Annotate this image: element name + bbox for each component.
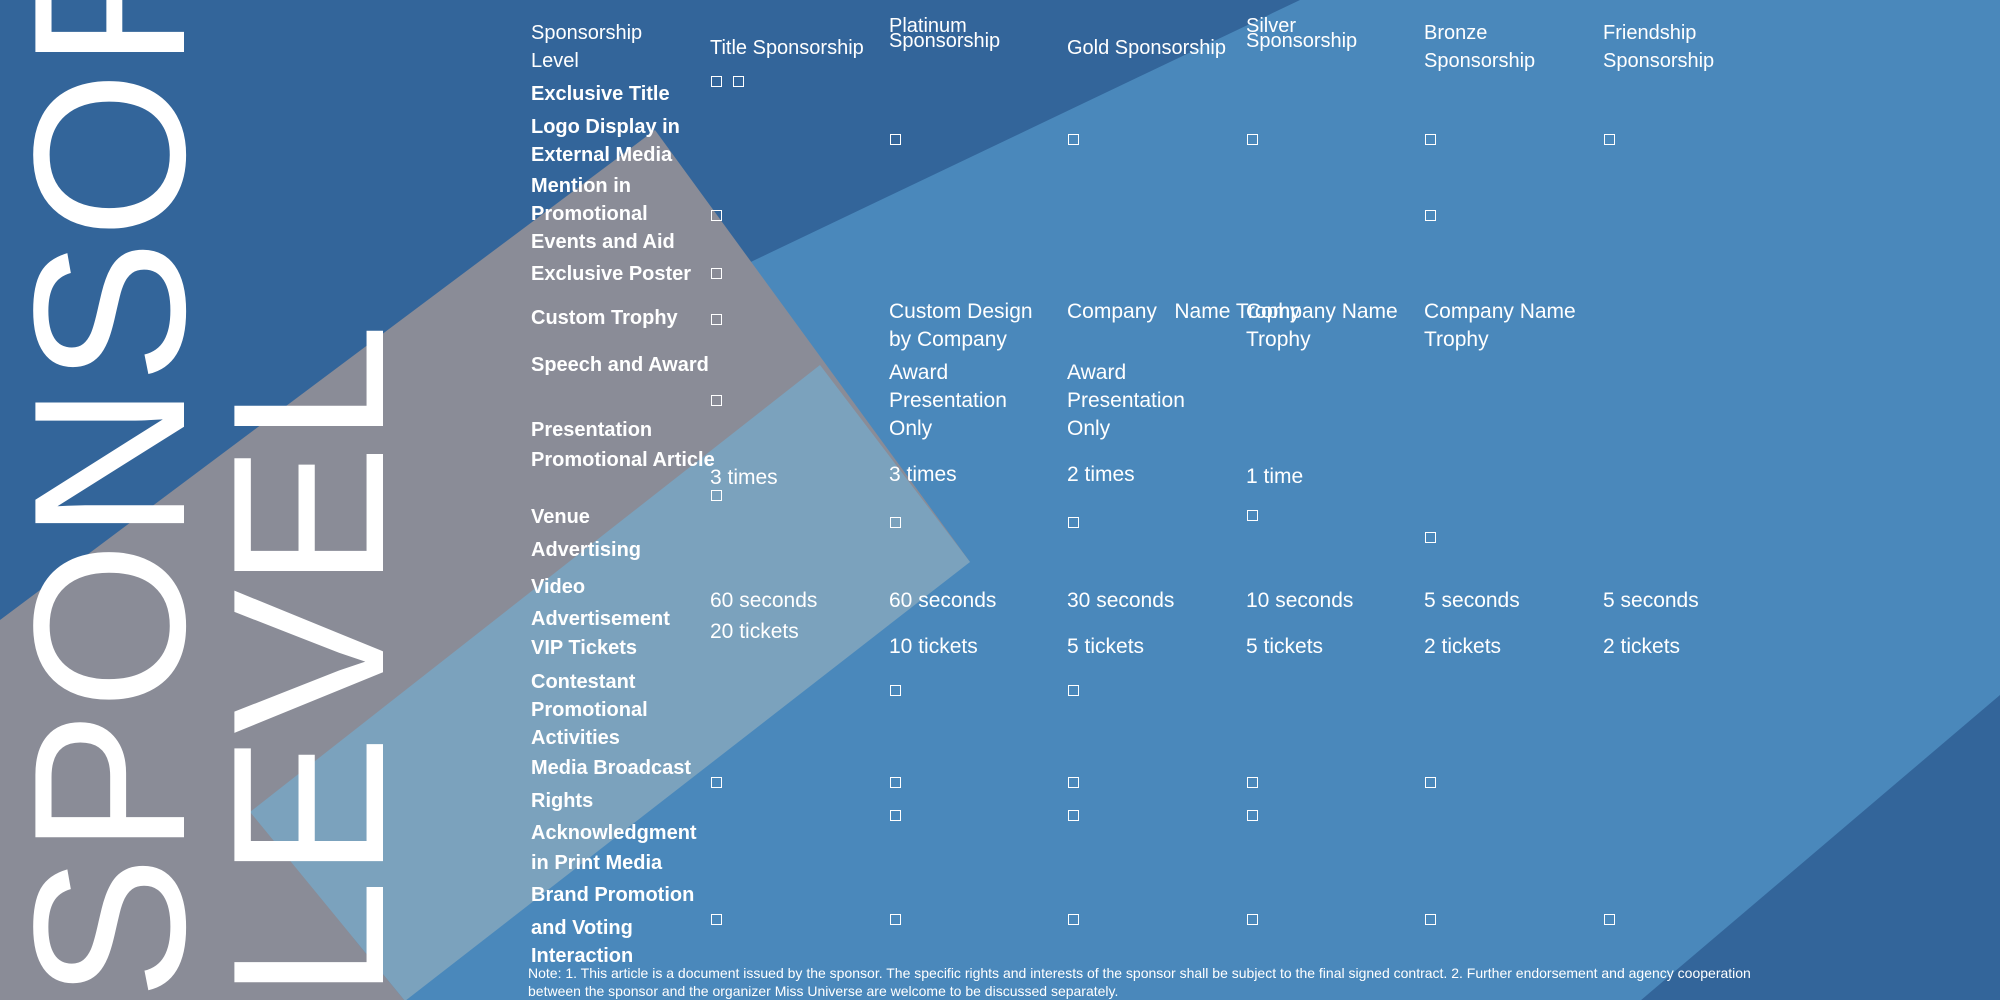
checkbox-article-title	[711, 490, 722, 501]
col-header-silver: Silver Sponsorship	[1246, 15, 1358, 52]
row-label-exclusive-poster: Exclusive Poster	[531, 263, 692, 285]
cell-custom-trophy-bronze: Company Name Trophy	[1424, 300, 1576, 351]
checkbox-media-title	[711, 777, 722, 788]
footnote: Note: 1. This article is a document issu…	[528, 965, 1751, 999]
big-title-level: LEVEL	[187, 322, 429, 1000]
cell-vip-silver: 5 tickets	[1246, 635, 1324, 658]
bg-gray-triangle	[0, 130, 970, 1001]
checkbox-mention-title	[711, 210, 722, 221]
cell-speech-award-platinum: Award Presentation Only	[889, 361, 1007, 440]
cell-custom-trophy-platinum: Custom Design by Company	[889, 300, 1033, 351]
checkbox-venue-bronze	[1425, 532, 1436, 543]
cell-video-gold: 30 seconds	[1067, 589, 1175, 612]
checkbox-venue-gold	[1068, 517, 1079, 528]
checkbox-brand-silver	[1247, 914, 1258, 925]
checkbox-poster-title	[711, 268, 722, 279]
cell-vip-platinum: 10 tickets	[889, 635, 978, 658]
cell-vip-friendship: 2 tickets	[1603, 635, 1681, 658]
checkbox-brand-friendship	[1604, 914, 1615, 925]
bg-gray-lower-corner	[250, 812, 405, 1001]
corner-header: Sponsorship Level	[531, 22, 643, 72]
checkbox-speech-title	[711, 395, 722, 406]
row-label-vip-tickets: VIP Tickets	[531, 637, 637, 659]
checkbox-brand-platinum	[890, 914, 901, 925]
cell-vip-gold: 5 tickets	[1067, 635, 1145, 658]
cell-video-platinum: 60 seconds	[889, 589, 997, 612]
cell-speech-award-gold: Award Presentation Only	[1067, 361, 1185, 440]
checkbox-brand-gold	[1068, 914, 1079, 925]
checkbox-logo-friendship	[1604, 134, 1615, 145]
cell-article-silver: 1 time	[1246, 465, 1304, 488]
checkbox-venue-silver	[1247, 510, 1258, 521]
checkbox-mention-bronze	[1425, 210, 1436, 221]
cell-article-gold: 2 times	[1067, 463, 1135, 486]
checkbox-logo-platinum	[890, 134, 901, 145]
row-label-acknowledgment: Acknowledgment in Print Media	[531, 822, 697, 874]
bg-lower-right-navy	[1640, 695, 2000, 1001]
checkbox-ack-platinum	[890, 810, 901, 821]
checkbox-trophy-title	[711, 314, 722, 325]
row-label-video-advertisement: Video Advertisement	[531, 576, 670, 630]
cell-article-platinum: 3 times	[889, 463, 957, 486]
bg-light-blue-overlap	[250, 365, 970, 1001]
checkbox-brand-title	[711, 914, 722, 925]
row-label-venue: Venue	[531, 506, 590, 528]
row-label-rights: Rights	[531, 790, 594, 812]
cell-video-friendship: 5 seconds	[1603, 589, 1699, 612]
col-header-title: Title Sponsorship	[710, 37, 864, 59]
row-label-mention: Mention in Promotional Events and Aid	[531, 175, 675, 253]
big-title-sponsor: SPONSOR	[0, 0, 230, 1000]
checkbox-media-platinum	[890, 777, 901, 788]
row-label-presentation: Presentation	[531, 419, 653, 441]
row-label-speech-award: Speech and Award	[531, 354, 709, 376]
checkbox-logo-silver	[1247, 134, 1258, 145]
cell-custom-trophy-gold: Company Name Trophy	[1067, 300, 1301, 323]
row-label-advertising: Advertising	[531, 539, 642, 561]
row-label-logo-display: Logo Display in External Media	[531, 116, 680, 166]
checkbox-media-gold	[1068, 777, 1079, 788]
row-label-promotional-article: Promotional Article	[531, 449, 715, 471]
checkbox-contestant-platinum	[890, 685, 901, 696]
row-label-voting-interaction: and Voting Interaction	[531, 917, 634, 967]
row-label-brand-promotion: Brand Promotion	[531, 884, 695, 906]
checkbox-exclusive-title-2	[733, 76, 744, 87]
checkbox-venue-platinum	[890, 517, 901, 528]
row-label-custom-trophy: Custom Trophy	[531, 307, 678, 329]
col-header-gold: Gold Sponsorship	[1067, 37, 1226, 59]
checkbox-logo-gold	[1068, 134, 1079, 145]
cell-vip-bronze: 2 tickets	[1424, 635, 1502, 658]
checkbox-ack-gold	[1068, 810, 1079, 821]
cell-video-bronze: 5 seconds	[1424, 589, 1520, 612]
cell-video-silver: 10 seconds	[1246, 589, 1354, 612]
cell-video-title: 60 seconds	[710, 589, 818, 612]
cell-custom-trophy-silver: Company Name Trophy	[1246, 300, 1398, 351]
row-label-exclusive-title: Exclusive Title	[531, 83, 670, 105]
checkbox-brand-bronze	[1425, 914, 1436, 925]
checkbox-contestant-gold	[1068, 685, 1079, 696]
checkbox-exclusive-title-1	[711, 76, 722, 87]
col-header-platinum: Platinum Sponsorship	[889, 15, 1001, 52]
cell-vip-title: 20 tickets	[710, 620, 799, 643]
checkbox-media-bronze	[1425, 777, 1436, 788]
row-label-media-broadcast: Media Broadcast	[531, 757, 692, 779]
checkbox-logo-bronze	[1425, 134, 1436, 145]
checkbox-ack-silver	[1247, 810, 1258, 821]
row-label-contestant-activities: Contestant Promotional Activities	[531, 671, 648, 749]
col-header-bronze: Bronze Sponsorship	[1424, 22, 1536, 72]
checkbox-media-silver	[1247, 777, 1258, 788]
col-header-friendship: Friendship Sponsorship	[1603, 22, 1715, 72]
cell-article-title: 3 times	[710, 466, 778, 489]
